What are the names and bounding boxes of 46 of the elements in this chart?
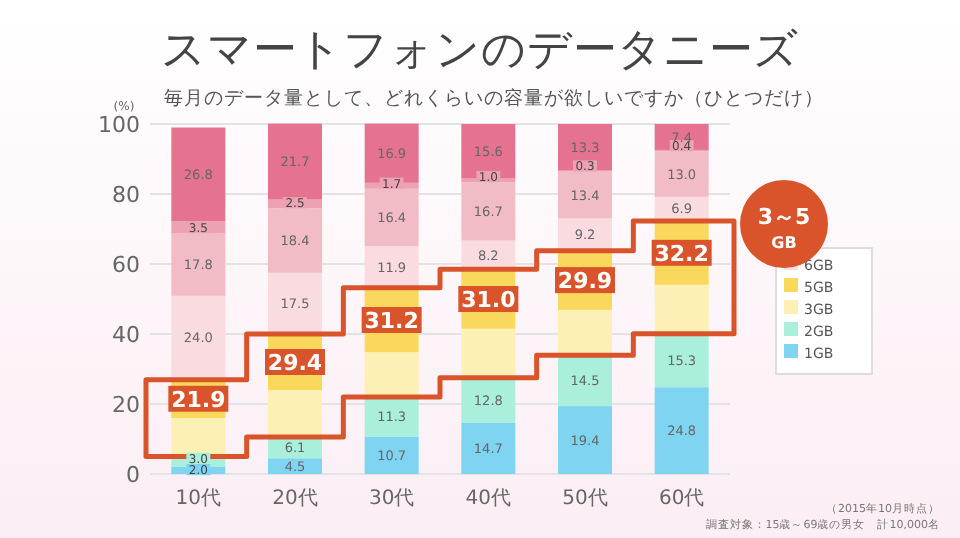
- x-tick-label: 60代: [658, 488, 705, 510]
- bar: [461, 328, 516, 378]
- x-tick-label: 40代: [465, 488, 512, 510]
- bar: [654, 333, 709, 388]
- bar: [558, 309, 612, 356]
- bar: [364, 123, 419, 183]
- bar: [654, 284, 709, 334]
- x-tick-label: 20代: [272, 488, 318, 510]
- bar: [654, 151, 709, 197]
- annotation: 21.9: [171, 386, 226, 413]
- bar: [558, 355, 612, 407]
- annotation: 31.0: [461, 287, 517, 313]
- bar: [461, 182, 516, 241]
- bar: [461, 422, 516, 474]
- bar: [268, 123, 322, 200]
- y-tick-label: 100: [98, 112, 140, 138]
- bar: [558, 171, 612, 219]
- chart-title: スマートフォンのデータニーズ: [161, 26, 799, 76]
- bar: [461, 377, 516, 423]
- annotation: 31.2: [364, 308, 419, 334]
- bar: [171, 233, 226, 296]
- y-tick-label: 40: [112, 322, 140, 348]
- y-tick-label: 20: [112, 392, 140, 418]
- y-tick-label: 60: [112, 252, 140, 278]
- bar: [268, 208, 322, 273]
- x-tick-label: 50代: [562, 488, 608, 510]
- bar: [364, 352, 419, 397]
- chart-subtitle: 毎月のデータ量として、どれくらいの容量が欲しいですか（ひとつだけ）: [164, 86, 824, 110]
- bar: [268, 390, 322, 437]
- x-tick-label: 30代: [368, 488, 415, 510]
- bar: [171, 418, 226, 457]
- annotation: 29.9: [557, 268, 613, 295]
- bar: [558, 406, 612, 474]
- y-tick-label: 0: [126, 462, 140, 488]
- bar: [364, 188, 419, 247]
- bar: [654, 387, 709, 474]
- annotation: 32.2: [654, 240, 709, 267]
- x-tick-label: 10代: [175, 488, 222, 510]
- text: 3～5 GB: [757, 204, 811, 252]
- annotation: 29.4: [267, 350, 323, 376]
- bar: [171, 127, 226, 222]
- bar: [364, 436, 419, 474]
- y-tick-label: 80: [112, 182, 140, 208]
- bar: [268, 458, 322, 474]
- bar: [171, 295, 226, 380]
- bar: [268, 272, 322, 334]
